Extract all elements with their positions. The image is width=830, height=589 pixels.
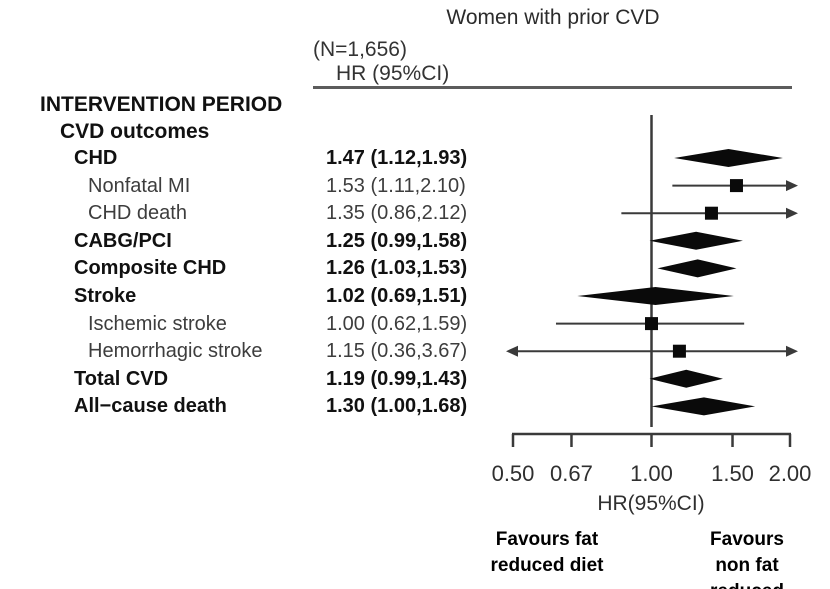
row-label: All−cause death — [74, 395, 227, 418]
x-axis-tick-label: 1.50 — [711, 461, 754, 486]
row-label: CHD death — [88, 202, 187, 225]
plot-title: Women with prior CVD — [446, 6, 660, 29]
favours-left-line1: Favours fat — [495, 529, 599, 550]
row-hr-value: 1.00 (0.62,1.59) — [326, 312, 468, 335]
favours-right-line2: reduced diet — [706, 579, 789, 589]
row-label: CHD — [74, 147, 118, 169]
row-hr-value: 1.30 (1.00,1.68) — [326, 395, 468, 418]
point-estimate-square — [729, 179, 743, 193]
x-axis-title: HR(95%CI) — [597, 492, 705, 515]
summary-diamond — [674, 149, 783, 167]
row-hr-value: 1.35 (0.86,2.12) — [326, 202, 468, 225]
row-hr-value: 1.53 (1.11,2.10) — [326, 174, 466, 197]
row-label: Composite CHD — [74, 257, 227, 280]
row-label: Nonfatal MI — [88, 174, 191, 197]
row-hr-value: 1.15 (0.36,3.67) — [326, 340, 468, 363]
row-hr-value: 1.47 (1.12,1.93) — [326, 147, 468, 169]
row-label: Hemorrhagic stroke — [88, 340, 263, 363]
right-arrow-head-icon — [786, 207, 798, 219]
summary-diamond — [657, 259, 737, 278]
section-header-cvd-outcomes: CVD outcomes — [60, 120, 210, 143]
summary-diamond — [577, 287, 734, 305]
row-hr-value: 1.02 (0.69,1.51) — [326, 285, 468, 307]
point-estimate-square — [704, 206, 718, 220]
section-header-intervention-period: INTERVENTION PERIOD — [40, 93, 283, 116]
row-hr-value: 1.25 (0.99,1.58) — [326, 229, 468, 252]
left-arrow-head-icon — [506, 345, 518, 357]
point-estimate-square — [645, 317, 658, 331]
row-label: Stroke — [74, 285, 137, 307]
favours-right-label: Favours non fat reduced diet — [706, 527, 789, 589]
favours-right-line1: Favours non fat — [710, 529, 784, 576]
right-arrow-head-icon — [786, 180, 798, 192]
x-axis-tick-label: 2.00 — [768, 461, 812, 486]
header-rule — [313, 86, 792, 89]
row-hr-value: 1.19 (0.99,1.43) — [326, 367, 468, 390]
favours-left-line2: reduced diet — [490, 555, 604, 576]
point-estimate-square — [672, 344, 686, 358]
row-label: CABG/PCI — [74, 229, 172, 252]
x-axis-tick-label: 1.00 — [630, 461, 673, 486]
summary-diamond — [651, 397, 756, 416]
favours-left-label: Favours fat reduced diet — [491, 527, 604, 579]
sample-size-label: (N=1,656) — [313, 38, 407, 61]
summary-diamond — [649, 231, 743, 250]
summary-diamond — [649, 369, 723, 388]
x-axis-tick-label: 0.67 — [550, 461, 593, 486]
right-arrow-head-icon — [786, 345, 798, 357]
hr-column-header: HR (95%CI) — [336, 62, 450, 85]
row-label: Total CVD — [74, 367, 169, 390]
row-hr-value: 1.26 (1.03,1.53) — [326, 257, 468, 280]
x-axis-tick-label: 0.50 — [491, 461, 535, 486]
row-label: Ischemic stroke — [88, 312, 227, 335]
